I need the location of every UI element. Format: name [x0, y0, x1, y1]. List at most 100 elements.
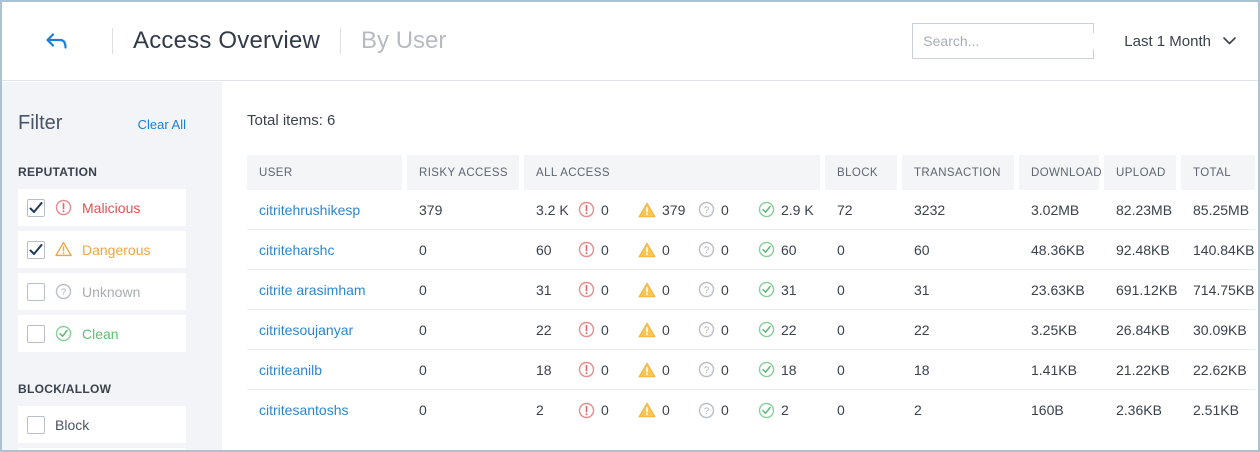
all-access-total: 31 [536, 281, 552, 298]
block-cell: 0 [837, 281, 845, 298]
checkbox-block[interactable] [27, 415, 45, 434]
download-cell: 3.25KB [1031, 321, 1077, 338]
all-access-clean-count: 31 [781, 281, 797, 298]
all-access-dangerous-count: 379 [662, 201, 686, 218]
all-access-malicious-count: 0 [601, 321, 609, 338]
user-link[interactable]: citritehrushikesp [259, 201, 361, 218]
user-cell: citrite arasimham [247, 282, 402, 298]
all-access-dangerous: 0 [638, 282, 698, 298]
user-link[interactable]: citrite arasimham [259, 281, 366, 298]
filter-item-unknown[interactable]: ? Unknown [18, 273, 186, 310]
column-header-upload: UPLOAD [1104, 155, 1176, 190]
transaction-cell: 3232 [914, 201, 946, 218]
filter-section-label: BLOCK/ALLOW [18, 382, 112, 396]
risky-access-cell: 379 [419, 201, 443, 218]
block-cell: 0 [837, 402, 845, 418]
upload-cell: 82.23MB [1116, 201, 1173, 218]
risky-access-cell: 0 [419, 281, 427, 298]
filter-item-allow[interactable]: Allow [18, 448, 186, 450]
user-link[interactable]: citritesantoshs [259, 402, 349, 418]
all-access-total: 22 [536, 321, 552, 338]
table-row: citritehrushikesp 379 3.2 K 0 379? 0 2.9 K 72 32… [247, 190, 1255, 230]
main-content: Total items: 6 USER RISKY ACCESS ALL ACCES… [222, 82, 1258, 450]
all-access-unknown: ? 0 [698, 361, 758, 378]
malicious-icon [578, 201, 595, 218]
all-access-cell: 60 0 0? 0 60 [524, 241, 820, 258]
total-cell: 140.84KB [1193, 241, 1255, 258]
unknown-icon: ? [698, 321, 715, 338]
clean-icon [758, 241, 775, 258]
column-header-download: DOWNLOAD [1019, 155, 1102, 190]
all-access-unknown-count: 0 [721, 201, 729, 218]
all-access-dangerous-count: 0 [662, 321, 670, 338]
all-access-clean: 2 [758, 402, 818, 419]
checkbox-clean[interactable] [27, 324, 45, 343]
user-link[interactable]: citriteanilb [259, 361, 323, 378]
total-cell: 714.75KB [1193, 281, 1255, 298]
filter-item-dangerous[interactable]: Dangerous [18, 231, 186, 268]
all-access-malicious: 0 [578, 241, 638, 258]
transaction-cell: 22 [914, 321, 930, 338]
all-access-malicious: 0 [578, 201, 638, 218]
user-cell: citritehrushikesp [247, 202, 402, 218]
dangerous-icon [638, 282, 656, 298]
user-link[interactable]: citriteharshc [259, 241, 335, 258]
svg-text:?: ? [704, 325, 709, 336]
all-access-clean: 31 [758, 281, 818, 298]
column-header-all-access: ALL ACCESS [524, 155, 820, 190]
all-access-total: 18 [536, 361, 552, 378]
block-cell: 72 [837, 201, 853, 218]
malicious-icon [578, 361, 595, 378]
total-cell: 22.62KB [1193, 361, 1247, 378]
checkbox-unknown[interactable] [27, 282, 45, 301]
all-access-cell: 31 0 0? 0 31 [524, 281, 820, 298]
filter-item-block[interactable]: Block [18, 406, 186, 443]
filter-item-clean[interactable]: Clean [18, 315, 186, 352]
unknown-icon: ? [55, 283, 72, 300]
user-cell: citriteanilb [247, 362, 402, 378]
all-access-clean-count: 22 [781, 321, 797, 338]
all-access-unknown-count: 0 [721, 361, 729, 378]
unknown-icon: ? [698, 241, 715, 258]
all-access-clean: 18 [758, 361, 818, 378]
all-access-clean: 2.9 K [758, 201, 818, 218]
column-header-total: TOTAL [1181, 155, 1255, 190]
upload-cell: 92.48KB [1116, 241, 1170, 258]
malicious-icon [578, 321, 595, 338]
transaction-cell: 18 [914, 361, 930, 378]
svg-text:?: ? [704, 205, 709, 216]
block-cell: 0 [837, 321, 845, 338]
dangerous-icon [638, 242, 656, 258]
upload-cell: 26.84KB [1116, 321, 1170, 338]
dangerous-icon [638, 202, 656, 218]
all-access-clean: 22 [758, 321, 818, 338]
filter-item-malicious[interactable]: Malicious [18, 189, 186, 226]
clear-all-link[interactable]: Clear All [137, 117, 186, 132]
checkbox-malicious[interactable] [27, 198, 45, 217]
clean-icon [758, 281, 775, 298]
malicious-icon [578, 402, 595, 419]
all-access-total: 3.2 K [536, 201, 569, 218]
time-range-dropdown[interactable]: Last 1 Month [1124, 33, 1236, 50]
search-input[interactable] [923, 33, 1105, 49]
total-items-label: Total items: 6 [247, 112, 336, 129]
page-title: Access Overview [133, 27, 321, 54]
unknown-icon: ? [698, 402, 715, 419]
column-header-block: BLOCK [825, 155, 897, 190]
clean-icon [758, 402, 775, 419]
dangerous-icon [638, 402, 656, 418]
all-access-malicious: 0 [578, 281, 638, 298]
back-button[interactable] [44, 30, 72, 52]
users-table: USER RISKY ACCESS ALL ACCESS BLOCK TRANSACTI… [247, 155, 1255, 430]
malicious-icon [578, 281, 595, 298]
transaction-cell: 31 [914, 281, 930, 298]
checkbox-dangerous[interactable] [27, 240, 45, 259]
table-row: citriteanilb 0 18 0 0? 0 18 0 18 1.41KB 21.22KB 22.… [247, 350, 1255, 390]
column-header-transaction: TRANSACTION [902, 155, 1014, 190]
user-link[interactable]: citritesoujanyar [259, 321, 354, 338]
all-access-dangerous: 379 [638, 202, 698, 218]
risky-access-cell: 0 [419, 402, 427, 418]
dangerous-icon [638, 362, 656, 378]
filter-title: Filter [18, 112, 63, 134]
